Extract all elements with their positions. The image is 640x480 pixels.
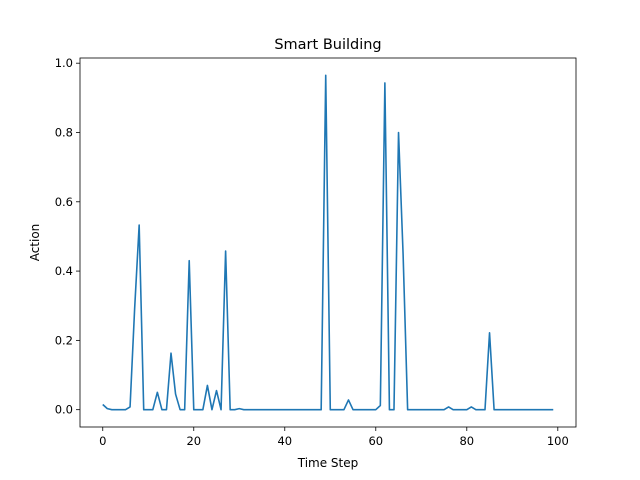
plot-area [79, 57, 577, 428]
x-tick-label: 20 [186, 434, 201, 448]
y-axis-label: Action [28, 224, 42, 262]
x-tick-label: 60 [368, 434, 383, 448]
y-tick-label: 1.0 [55, 56, 73, 70]
x-tick-label: 80 [459, 434, 474, 448]
x-axis-label: Time Step [297, 456, 359, 470]
y-tick-label: 0.8 [55, 125, 73, 139]
y-axis: 0.0 0.2 0.4 0.6 0.8 1.0 [55, 56, 80, 417]
x-tick-label: 100 [547, 434, 569, 448]
x-tick-label: 40 [277, 434, 292, 448]
y-tick-label: 0.4 [55, 264, 73, 278]
y-tick-label: 0.6 [55, 195, 73, 209]
axes-frame [79, 57, 577, 428]
y-tick-label: 0.0 [55, 403, 73, 417]
x-axis: 0 20 40 60 80 100 [99, 427, 569, 448]
x-tick-label: 0 [99, 434, 106, 448]
chart-title: Smart Building [274, 37, 381, 53]
y-tick-label: 0.2 [55, 333, 73, 347]
series-line [102, 74, 554, 411]
